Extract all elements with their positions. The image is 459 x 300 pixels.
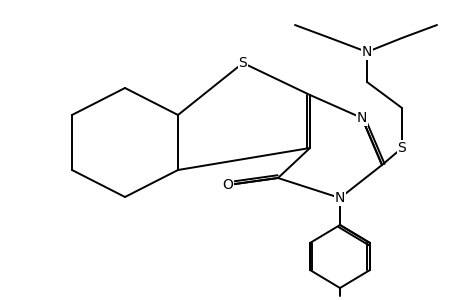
Text: N: N [361, 45, 371, 59]
Text: N: N [334, 191, 344, 205]
Text: O: O [222, 178, 233, 192]
Text: S: S [397, 141, 405, 155]
Text: N: N [356, 111, 366, 125]
Text: S: S [238, 56, 247, 70]
